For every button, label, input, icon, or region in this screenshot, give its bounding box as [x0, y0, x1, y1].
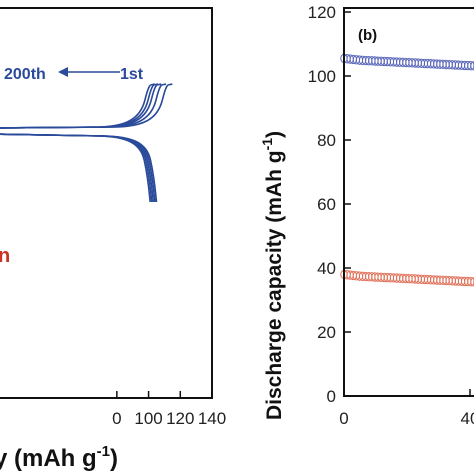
charge-curve: [0, 83, 162, 129]
charge-curve: [0, 83, 167, 129]
arrow-head: [58, 67, 68, 77]
panel-a: 0 100 120 140 1st 200th n y (mAh g-1): [0, 7, 226, 472]
panel-b-y-tick-label: 80: [317, 131, 336, 150]
panel-a-x-tick-label: 140: [198, 409, 226, 428]
discharge-curve: [0, 133, 156, 203]
panel-b-frame: [343, 7, 474, 397]
panel-b-ticks: 0 20 40 60 80 100 120 0 40: [308, 3, 474, 428]
x-superscript: -1: [97, 443, 110, 460]
panel-a-x-tick-label: 120: [166, 409, 194, 428]
panel-b-y-tick-label: 60: [317, 195, 336, 214]
discharge-curve: [0, 133, 153, 203]
panel-b-y-tick-label: 120: [308, 3, 336, 22]
data-point: [467, 61, 474, 71]
panel-b-y-tick-label: 100: [308, 67, 336, 86]
panel-b-series: [340, 53, 474, 287]
panel-b-x-tick-label: 40: [461, 409, 474, 428]
panel-a-x-axis-title: y (mAh g-1): [0, 443, 118, 472]
charge-curve: [0, 83, 156, 129]
panel-b-x-tick-label: 0: [339, 409, 348, 428]
discharge-curve: [0, 133, 155, 203]
annotation-red-fragment: n: [0, 245, 10, 267]
panel-a-ticks: 0 100 120 140: [112, 391, 226, 428]
panel-b-y-tick-label: 20: [317, 323, 336, 342]
series-red: [340, 269, 474, 287]
panel-b-y-tick-label: 40: [317, 259, 336, 278]
y-superscript: -1: [259, 138, 275, 151]
panel-b-y-axis-title: Discharge capacity (mAh g-1): [259, 131, 286, 420]
panel-a-frame: [0, 7, 213, 399]
panel-b: 0 20 40 60 80 100 120 0 40 (b) Discharge capacit…: [259, 3, 474, 428]
annotation-start-cycle: 1st: [120, 66, 144, 83]
panel-a-curves: [0, 83, 173, 203]
panel-a-x-tick-label: 0: [112, 409, 121, 428]
charge-curve: [0, 83, 173, 129]
annotation-end-cycle: 200th: [4, 66, 46, 83]
series-blue: [340, 53, 474, 71]
panel-a-x-tick-label: 100: [134, 409, 162, 428]
data-point: [467, 277, 474, 287]
panel-b-label: (b): [358, 27, 377, 44]
discharge-curve: [0, 133, 151, 203]
panel-b-y-tick-label: 0: [327, 387, 336, 406]
